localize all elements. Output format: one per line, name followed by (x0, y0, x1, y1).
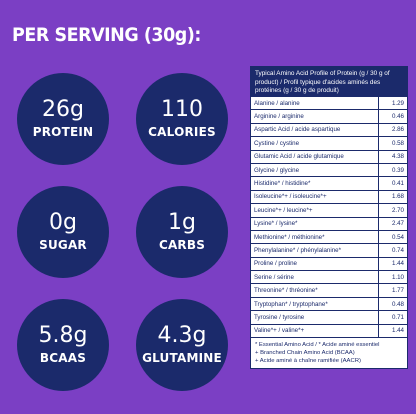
amino-acid-name: Glutamic Acid / acide glutamique (251, 150, 379, 164)
glutamine-label: GLUTAMINE (142, 351, 222, 365)
calories-label: CALORIES (148, 125, 216, 139)
protein-badge: 26g PROTEIN (17, 73, 109, 165)
table-row: Phenylalanine* / phénylalanine* 0.74 (251, 243, 407, 258)
amino-acid-name: Phenylalanine* / phénylalanine* (251, 243, 379, 258)
amino-acid-value: 0.46 (378, 109, 407, 124)
amino-acid-value: 4.38 (378, 150, 407, 164)
amino-acid-name: Isoleucine*+ / isoleucine*+ (251, 190, 379, 205)
amino-acid-name: Tryptophan* / tryptophane* (251, 297, 379, 312)
sugar-value: 0g (49, 210, 77, 235)
amino-acid-value: 1.29 (378, 97, 407, 111)
carbs-label: CARBS (158, 238, 206, 252)
table-row: Histidine* / histidine* 0.41 (251, 176, 407, 191)
bcaas-label: BCAAS (39, 351, 87, 365)
protein-label: PROTEIN (32, 125, 94, 139)
amino-acid-value: 2.70 (378, 203, 407, 218)
footnote-aacr: + Acide aminé à chaîne ramifiée (AACR) (255, 358, 361, 365)
amino-acid-value: 1.44 (378, 257, 407, 272)
serving-heading: PER SERVING (30g): (12, 24, 201, 46)
table-row: Threonine* / thréonine* 1.77 (251, 283, 407, 298)
amino-acid-name: Arginine / arginine (251, 109, 379, 124)
amino-acid-value: 0.48 (378, 297, 407, 312)
table-row: Proline / proline 1.44 (251, 257, 407, 272)
amino-acid-value: 1.77 (378, 283, 407, 298)
amino-acid-name: Cystine / cystine (251, 136, 379, 151)
footnote-essential: * Essential Amino Acid / * Acide aminé e… (255, 342, 380, 349)
amino-acid-value: 0.74 (378, 243, 407, 258)
calories-value: 110 (161, 97, 203, 122)
table-row: Serine / sérine 1.10 (251, 270, 407, 285)
amino-acid-value: 1.44 (378, 324, 407, 339)
amino-acid-name: Alanine / alanine (251, 97, 379, 111)
amino-acid-name: Tyrosine / tyrosine (251, 310, 379, 325)
amino-acid-value: 1.68 (378, 190, 407, 205)
amino-acid-name: Histidine* / histidine* (251, 176, 379, 191)
table-row: Aspartic Acid / acide aspartique 2.86 (251, 123, 407, 138)
bcaas-value: 5.8g (38, 323, 88, 348)
amino-acid-value: 0.71 (378, 310, 407, 325)
carbs-badge: 1g CARBS (136, 186, 228, 278)
amino-acid-value: 1.10 (378, 270, 407, 285)
amino-acid-name: Glycine / glycine (251, 163, 379, 178)
amino-acid-name: Proline / proline (251, 257, 379, 272)
amino-acid-table: Typical Amino Acid Profile of Protein (g… (250, 66, 408, 369)
table-row: Tyrosine / tyrosine 0.71 (251, 310, 407, 325)
table-row: Cystine / cystine 0.58 (251, 136, 407, 151)
amino-acid-value: 2.86 (378, 123, 407, 138)
protein-value: 26g (42, 97, 84, 122)
amino-acid-name: Lysine* / lysine* (251, 217, 379, 231)
table-row: Alanine / alanine 1.29 (251, 97, 407, 111)
amino-acid-value: 0.58 (378, 136, 407, 151)
amino-table-footnotes: * Essential Amino Acid / * Acide aminé e… (251, 338, 407, 366)
table-row: Methionine* / méthionine* 0.54 (251, 230, 407, 245)
footnote-bcaa: + Branched Chain Amino Acid (BCAA) (255, 350, 355, 357)
sugar-label: SUGAR (39, 238, 87, 252)
amino-acid-name: Aspartic Acid / acide aspartique (251, 123, 379, 138)
table-row: Glutamic Acid / acide glutamique 4.38 (251, 150, 407, 164)
bcaas-badge: 5.8g BCAAS (17, 299, 109, 391)
table-row: Arginine / arginine 0.46 (251, 109, 407, 124)
amino-acid-value: 0.39 (378, 163, 407, 178)
amino-acid-value: 0.41 (378, 176, 407, 191)
carbs-value: 1g (168, 210, 196, 235)
amino-acid-value: 0.54 (378, 230, 407, 245)
table-row: Tryptophan* / tryptophane* 0.48 (251, 297, 407, 312)
amino-acid-name: Serine / sérine (251, 270, 379, 285)
table-row: Valine*+ / valine*+ 1.44 (251, 324, 407, 339)
amino-table-title: Typical Amino Acid Profile of Protein (g… (251, 67, 407, 97)
calories-badge: 110 CALORIES (136, 73, 228, 165)
amino-acid-value: 2.47 (378, 217, 407, 231)
table-row: Leucine*+ / leucine*+ 2.70 (251, 203, 407, 218)
table-row: Glycine / glycine 0.39 (251, 163, 407, 178)
amino-acid-name: Valine*+ / valine*+ (251, 324, 379, 339)
glutamine-value: 4.3g (157, 323, 207, 348)
glutamine-badge: 4.3g GLUTAMINE (136, 299, 228, 391)
sugar-badge: 0g SUGAR (17, 186, 109, 278)
table-row: Lysine* / lysine* 2.47 (251, 217, 407, 231)
table-row: Isoleucine*+ / isoleucine*+ 1.68 (251, 190, 407, 205)
amino-acid-name: Threonine* / thréonine* (251, 283, 379, 298)
amino-acid-name: Leucine*+ / leucine*+ (251, 203, 379, 218)
amino-acid-name: Methionine* / méthionine* (251, 230, 379, 245)
amino-table-body: Alanine / alanine 1.29 Arginine / arginine… (251, 97, 407, 339)
